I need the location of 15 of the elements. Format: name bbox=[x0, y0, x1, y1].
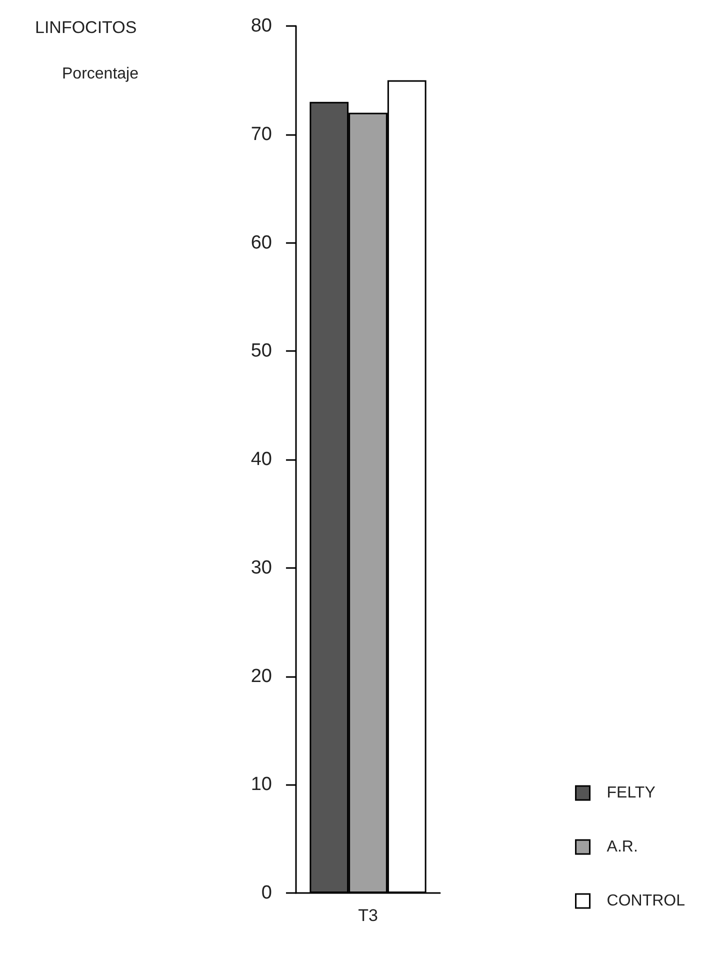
y-tick-label: 70 bbox=[250, 124, 272, 145]
legend-label: FELTY bbox=[606, 784, 656, 802]
legend-label: CONTROL bbox=[606, 892, 686, 910]
y-tick-label: 80 bbox=[250, 16, 272, 36]
x-tick-label: T3 bbox=[358, 906, 378, 925]
y-tick-label: 30 bbox=[250, 557, 272, 578]
legend-label: A.R. bbox=[606, 838, 638, 856]
y-tick-label: 20 bbox=[250, 666, 272, 687]
y-tick-label: 10 bbox=[250, 774, 272, 796]
y-tick-label: 60 bbox=[250, 232, 272, 254]
y-tick-label: 50 bbox=[250, 340, 272, 362]
y-tick-label: 0 bbox=[261, 882, 272, 904]
text: Porcentaje bbox=[62, 66, 139, 82]
text: LINFOCITOS bbox=[35, 18, 137, 37]
y-tick-label: 40 bbox=[250, 449, 272, 470]
